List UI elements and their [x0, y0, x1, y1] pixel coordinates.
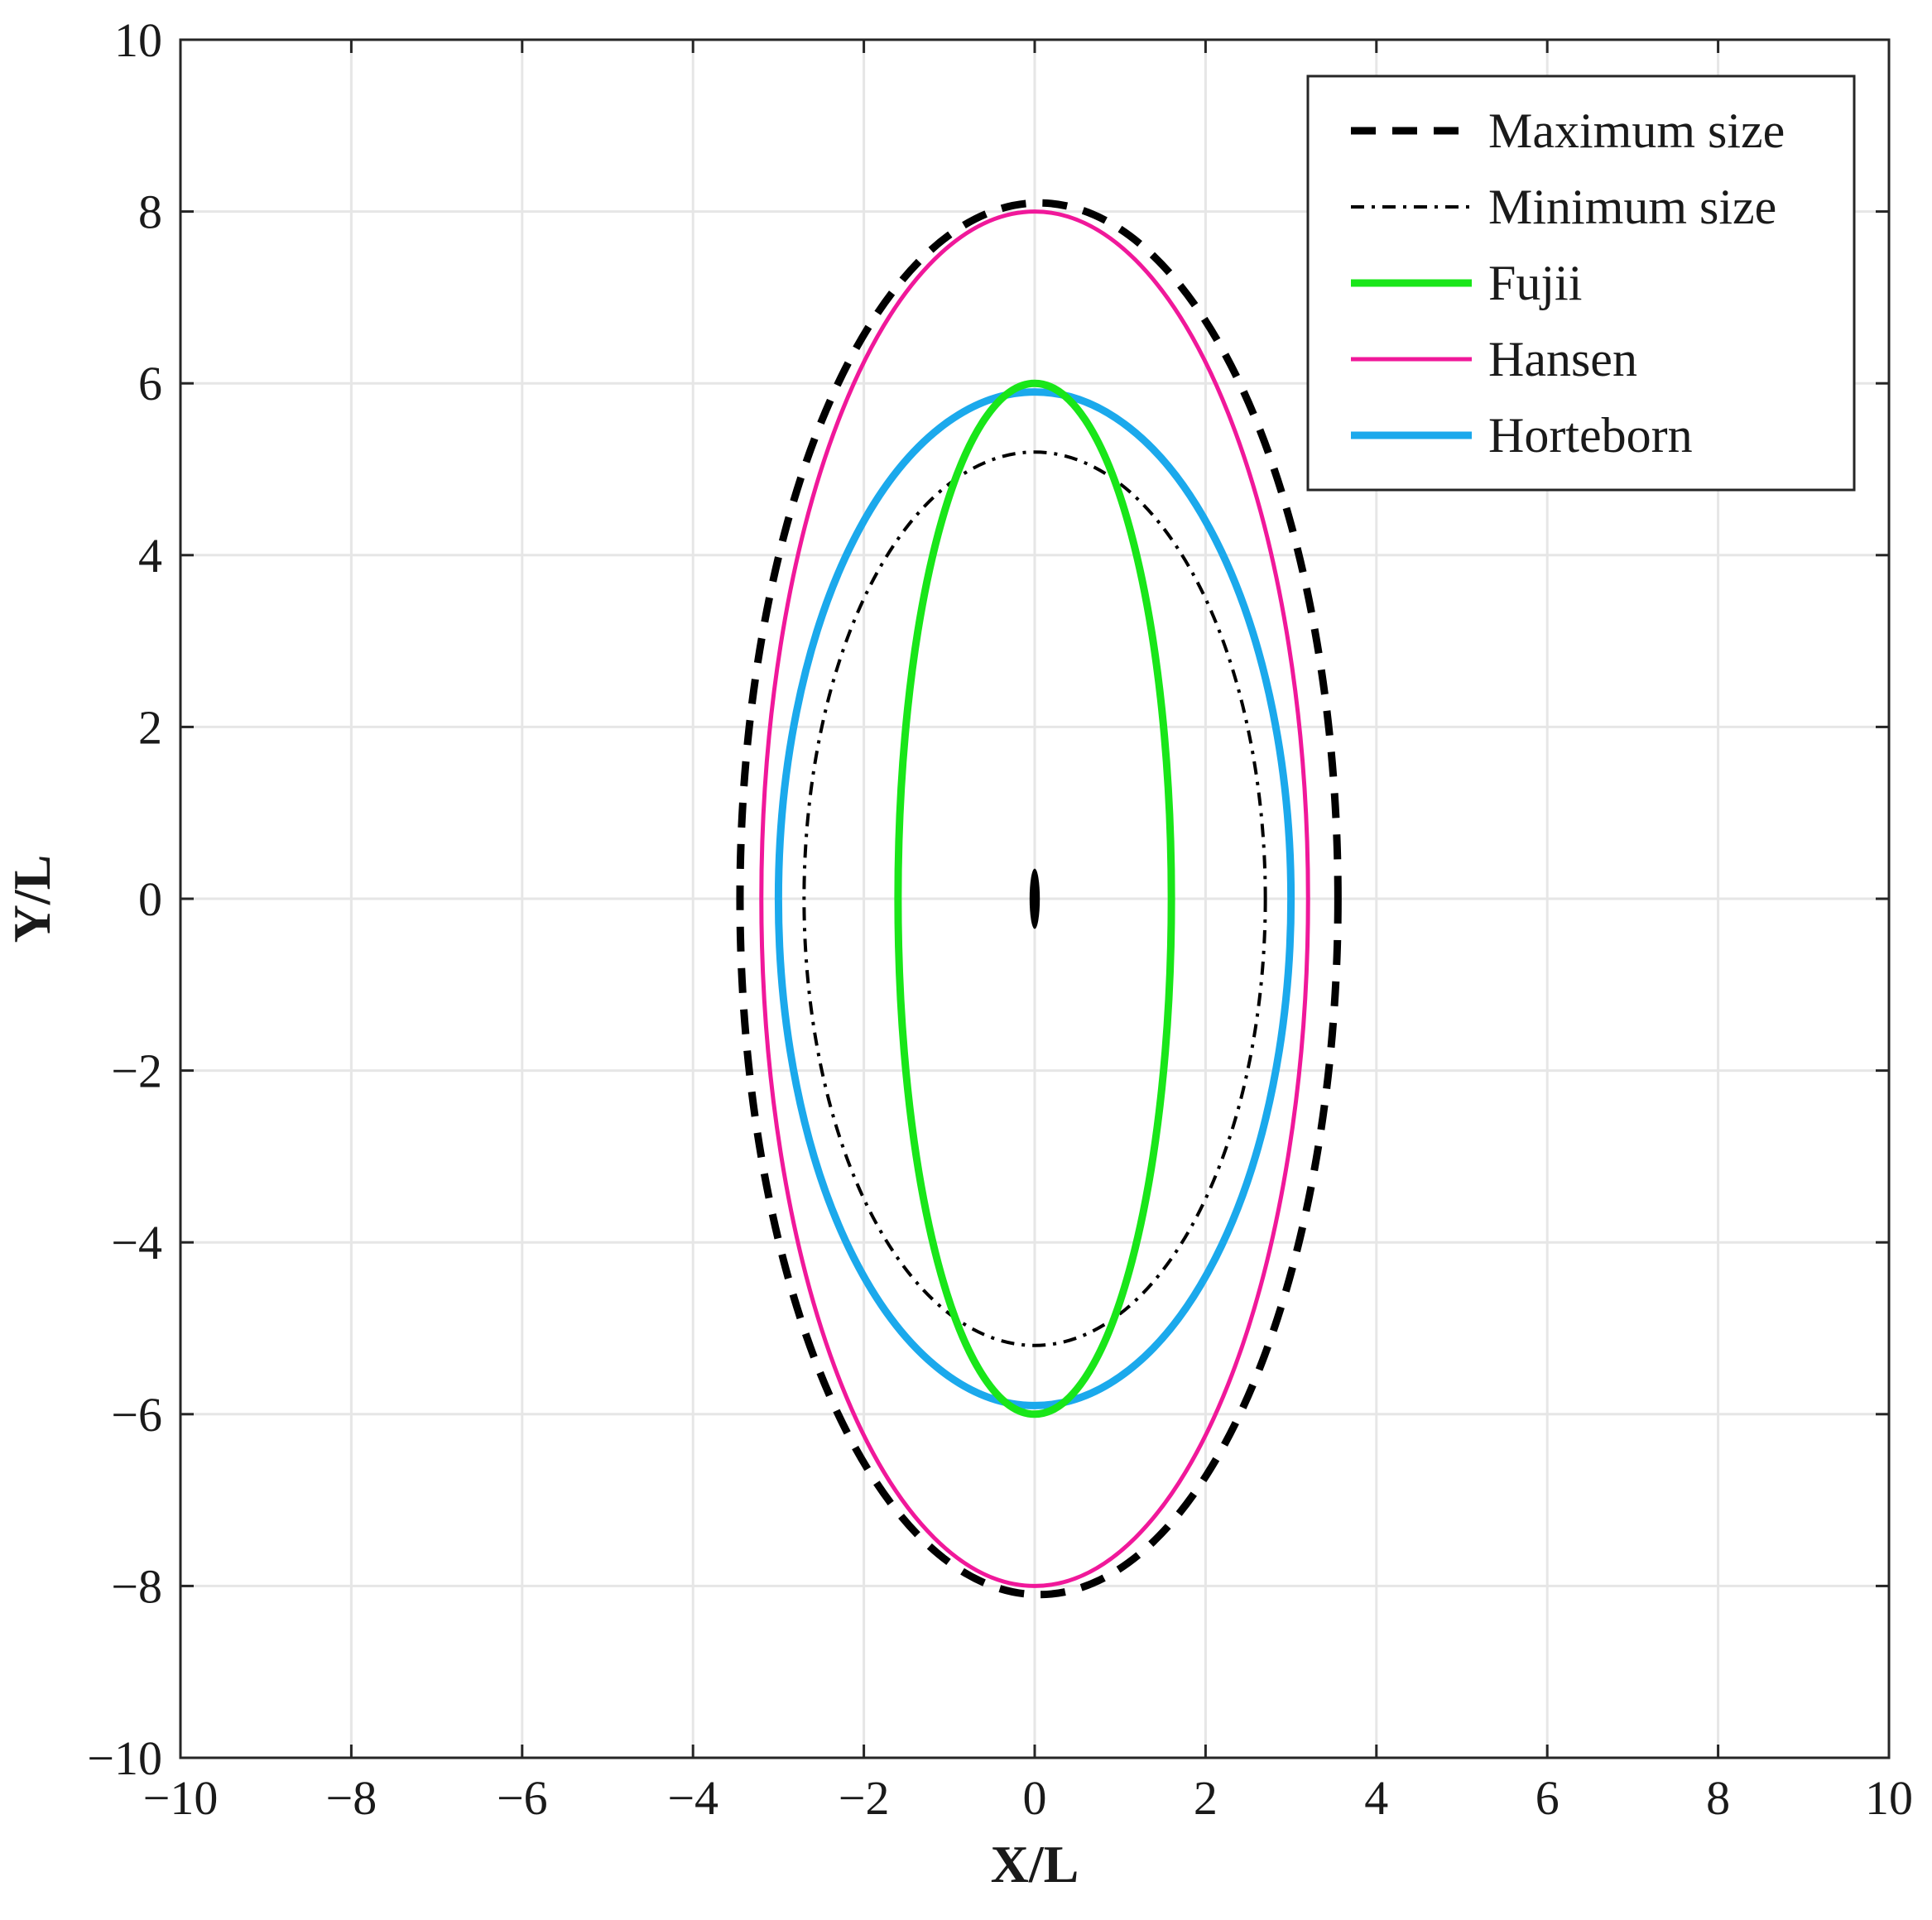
y-tick-label: −2 — [111, 1044, 162, 1098]
x-tick-label: −8 — [326, 1771, 377, 1825]
x-tick-label: 2 — [1194, 1771, 1218, 1825]
x-tick-label: −4 — [667, 1771, 718, 1825]
ticks: −10 −8 −6 −4 −2 0 2 4 6 8 10 −10 −8 −6 −4 −2 0 2 4 6 8 10 — [87, 13, 1913, 1825]
y-tick-label: 10 — [114, 13, 162, 67]
x-tick-label: −2 — [839, 1771, 890, 1825]
legend-label: Hansen — [1488, 332, 1637, 386]
legend-label: Minimum size — [1488, 180, 1776, 234]
y-axis-label: Y/L — [2, 855, 61, 943]
x-axis-label: X/L — [991, 1835, 1079, 1894]
x-tick-label: 4 — [1364, 1771, 1388, 1825]
x-tick-label: 10 — [1865, 1771, 1913, 1825]
y-tick-label: −10 — [87, 1731, 162, 1785]
x-tick-label: 6 — [1536, 1771, 1560, 1825]
legend-label: Fujii — [1488, 256, 1582, 310]
x-tick-label: −6 — [497, 1771, 548, 1825]
ship-marker — [1029, 868, 1040, 929]
series-maximum-size — [736, 199, 1342, 1599]
series-fujii — [894, 379, 1175, 1418]
y-tick-label: −6 — [111, 1388, 162, 1442]
y-tick-label: 2 — [138, 700, 162, 754]
y-tick-label: 4 — [138, 529, 162, 583]
y-tick-label: −4 — [111, 1216, 162, 1270]
series-hansen — [759, 209, 1310, 1588]
x-tick-label: −10 — [143, 1771, 219, 1825]
series-layer — [736, 199, 1342, 1599]
x-tick-label: 0 — [1023, 1771, 1047, 1825]
y-tick-label: 6 — [138, 357, 162, 410]
y-tick-label: 8 — [138, 185, 162, 239]
legend: Maximum size Minimum size Fujii Hansen Horte… — [1306, 74, 1856, 492]
series-horteborn — [774, 388, 1295, 1409]
legend-label: Horteborn — [1488, 408, 1693, 463]
x-tick-label: 8 — [1706, 1771, 1730, 1825]
y-tick-label: −8 — [111, 1559, 162, 1613]
series-minimum-size — [802, 450, 1267, 1347]
legend-label: Maximum size — [1488, 103, 1785, 158]
y-tick-label: 0 — [138, 872, 162, 926]
